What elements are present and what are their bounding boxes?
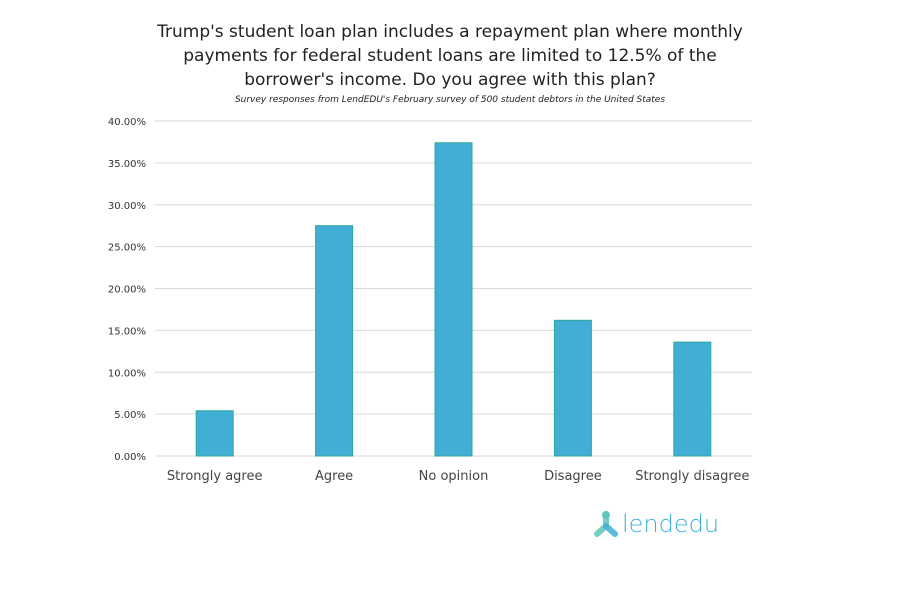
chart-subtitle: Survey responses from LendEDU's February…: [234, 95, 666, 105]
x-tick-label: No opinion: [419, 469, 489, 484]
bar-strongly-disagree: [673, 341, 712, 457]
y-tick-label: 15.00%: [108, 326, 146, 337]
x-tick-label: Agree: [315, 469, 353, 484]
y-tick-label: 35.00%: [108, 159, 146, 170]
y-tick-label: 20.00%: [108, 285, 146, 296]
lendedu-logo-text: lendedu: [622, 510, 720, 538]
bar-agree: [315, 225, 354, 457]
x-tick-label: Disagree: [544, 469, 602, 484]
bar-no-opinion: [434, 142, 473, 457]
bar-disagree: [553, 319, 592, 457]
y-tick-label: 25.00%: [108, 243, 146, 254]
y-tick-label: 40.00%: [108, 117, 146, 128]
x-tick-label: Strongly disagree: [635, 469, 749, 484]
bar-strongly-agree: [195, 410, 234, 457]
lendedu-logo: lendedu: [594, 510, 719, 538]
y-tick-label: 10.00%: [108, 368, 146, 379]
lendedu-logo-icon: [594, 511, 618, 537]
y-tick-label: 0.00%: [114, 452, 146, 463]
chart-title: Trump's student loan plan includes a rep…: [157, 22, 743, 90]
x-tick-label: Strongly agree: [167, 469, 263, 484]
y-tick-label: 5.00%: [114, 410, 146, 421]
y-tick-label: 30.00%: [108, 201, 146, 212]
